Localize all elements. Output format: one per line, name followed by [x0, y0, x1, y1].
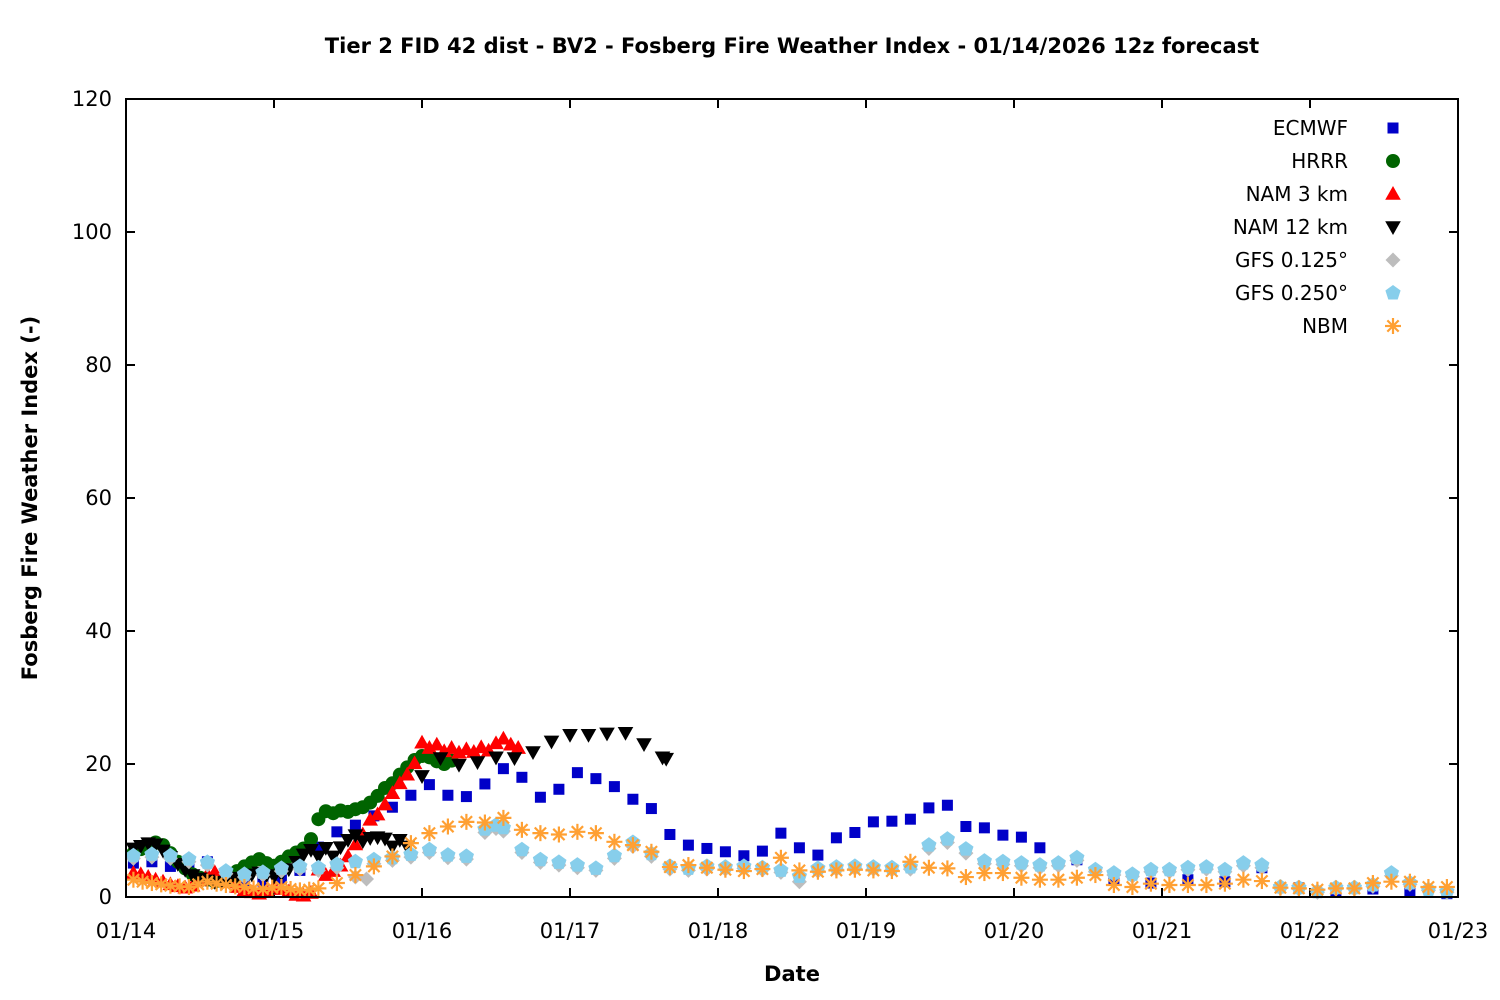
y-tick-label: 80: [85, 353, 112, 377]
x-tick-label: 01/15: [244, 919, 305, 943]
legend-item-ecmwf: ECMWF: [1273, 116, 1399, 140]
x-tick-label: 01/19: [836, 919, 897, 943]
y-tick-label: 120: [72, 87, 112, 111]
x-tick-label: 01/17: [540, 919, 601, 943]
plot-border: [125, 98, 1459, 898]
y-tick-label: 60: [85, 486, 112, 510]
x-axis-label: Date: [764, 962, 820, 986]
legend-item-gfs-0-250: GFS 0.250°: [1235, 281, 1401, 305]
legend-marker-pentagon-icon: [1385, 285, 1401, 300]
y-tick-label: 20: [85, 752, 112, 776]
x-tick-label: 01/22: [1280, 919, 1341, 943]
legend-label: NAM 12 km: [1233, 215, 1348, 239]
y-tick-label: 40: [85, 619, 112, 643]
x-tick-label: 01/20: [984, 919, 1045, 943]
legend-item-nam-3-km: NAM 3 km: [1246, 182, 1401, 206]
legend-marker-asterisk-icon: [1385, 318, 1401, 334]
x-tick-label: 01/14: [96, 919, 157, 943]
y-axis-label: Fosberg Fire Weather Index (-): [18, 315, 42, 681]
legend-label: NBM: [1302, 314, 1348, 338]
legend-item-hrrr: HRRR: [1291, 149, 1400, 173]
legend-label: GFS 0.125°: [1235, 248, 1348, 272]
legend-label: NAM 3 km: [1246, 182, 1348, 206]
legend-label: ECMWF: [1273, 116, 1348, 140]
series-gfs-0-250: [125, 817, 1455, 899]
y-tick-label: 100: [72, 220, 112, 244]
legend-item-gfs-0-125: GFS 0.125°: [1235, 248, 1401, 272]
legend: ECMWF HRRR NAM 3 km NAM 12 km GFS 0.125° GFS …: [1233, 116, 1401, 338]
x-tick-label: 01/18: [688, 919, 749, 943]
y-tick-label: 0: [99, 885, 112, 909]
x-tick-label: 01/16: [392, 919, 453, 943]
x-axis-ticks: 01/14 01/15 01/16 01/17 01/18 01/19 01/20 01/21…: [96, 99, 1489, 943]
series-nbm: [125, 809, 1455, 899]
legend-marker-triangle-up-icon: [1385, 186, 1401, 200]
x-tick-label: 01/23: [1428, 919, 1489, 943]
legend-item-nbm: NBM: [1302, 314, 1401, 338]
legend-marker-circle-icon: [1386, 154, 1400, 168]
chart-title: Tier 2 FID 42 dist - BV2 - Fosberg Fire …: [324, 34, 1260, 58]
legend-marker-square-icon: [1387, 122, 1399, 134]
legend-marker-triangle-down-icon: [1385, 221, 1401, 235]
legend-label: GFS 0.250°: [1235, 281, 1348, 305]
x-tick-label: 01/21: [1132, 919, 1193, 943]
legend-marker-diamond-icon: [1385, 252, 1401, 268]
legend-label: HRRR: [1291, 149, 1348, 173]
y-axis-ticks: 0 20 40 60 80 100 120: [72, 87, 1458, 909]
legend-item-nam-12-km: NAM 12 km: [1233, 215, 1401, 239]
